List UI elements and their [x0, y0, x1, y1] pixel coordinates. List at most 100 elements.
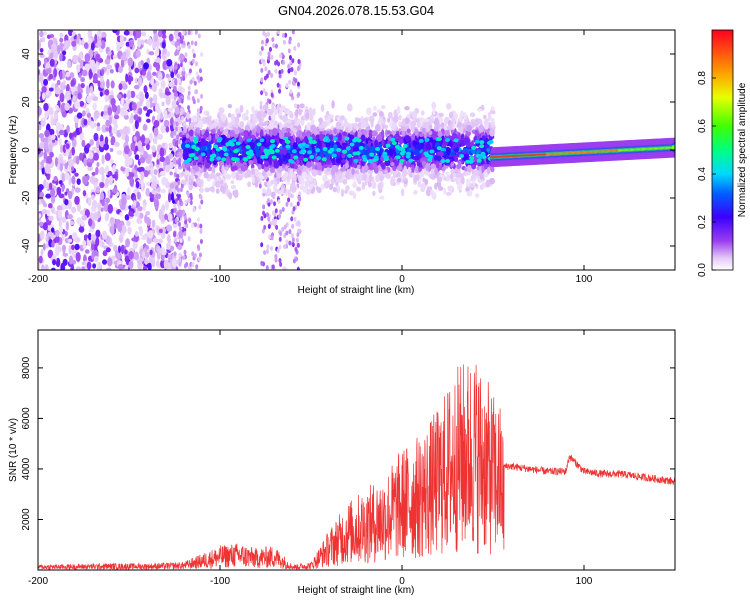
spectrogram-cell: [56, 186, 62, 196]
spectrogram-cell: [183, 231, 187, 237]
spectrogram-cell: [166, 58, 173, 67]
spectrogram-cell: [316, 156, 322, 161]
spectrogram-cell: [65, 221, 69, 231]
spectrogram-cell: [69, 72, 75, 78]
spectrogram-cell: [89, 59, 96, 70]
spectrogram-cell: [194, 147, 200, 152]
spectrogram-cell: [64, 198, 69, 206]
spectrogram-cell: [104, 136, 109, 146]
spectrogram-cell: [174, 167, 178, 173]
spectrogram-cell: [404, 106, 410, 111]
spectrogram-cell: [198, 204, 202, 210]
spectrogram-cell: [260, 154, 266, 159]
spectrogram-cell: [299, 103, 305, 109]
spectrogram-cell: [45, 243, 49, 249]
spectrogram-cell: [354, 170, 359, 175]
spectrogram-cell: [182, 210, 186, 216]
spectrogram-cell: [81, 266, 85, 270]
spectrogram-cell: [296, 118, 302, 125]
spectrogram-cell: [105, 247, 111, 253]
spectrogram-cell: [49, 128, 55, 136]
spectrogram-cell: [247, 181, 251, 188]
spectrogram-cell: [88, 218, 93, 227]
spectrogram-cell: [358, 171, 362, 179]
spectrogram-cell: [170, 112, 175, 119]
spectrogram-cell: [400, 188, 405, 197]
spectrogram-cell: [75, 155, 80, 165]
spectrogram-cell: [193, 80, 197, 86]
spectrogram-cell: [78, 72, 82, 78]
spectrogram-cell: [197, 256, 201, 262]
spectrogram-cell: [279, 261, 283, 267]
spectrogram-cell: [108, 124, 112, 135]
spectrogram-cell: [136, 191, 141, 200]
spectrogram-cell: [303, 157, 309, 162]
spectrogram-cell: [176, 259, 180, 265]
spectrogram-cell: [252, 176, 256, 184]
spectrogram-cell: [339, 115, 345, 121]
spectrogram-cell: [267, 223, 271, 229]
spectrogram-cell: [342, 134, 347, 142]
spectrogram-cell: [325, 142, 331, 148]
spectrogram-cell: [220, 184, 225, 193]
spectrogram-cell: [138, 226, 143, 231]
spectrogram-cell: [332, 136, 338, 141]
spectrogram-cell: [120, 97, 125, 106]
spectrogram-cell: [256, 111, 263, 119]
spectrogram-cell: [326, 167, 331, 172]
spectrogram-cell: [266, 244, 270, 250]
spectrogram-cell: [329, 147, 335, 152]
spectrogram-cell: [74, 195, 80, 205]
spectrogram-cell: [411, 126, 415, 133]
spectrogram-cell: [229, 130, 235, 137]
spectrogram-cell: [68, 132, 73, 140]
spectrogram-cell: [390, 137, 396, 142]
spectrogram-cell: [343, 121, 349, 128]
spectrogram-cell: [298, 144, 304, 149]
spectrogram-cell: [455, 169, 459, 173]
spectrogram-cell: [186, 191, 190, 197]
spectrogram-cell: [197, 223, 201, 229]
spectrogram-cell: [193, 139, 199, 144]
spectrogram-cell: [424, 117, 430, 123]
spectrogram-cell: [177, 180, 181, 186]
spectrogram-cell: [263, 250, 267, 256]
spectrogram-cell: [432, 107, 436, 116]
spectrogram-cell: [281, 128, 287, 134]
spectrogram-cell: [59, 53, 63, 62]
spectrogram-cell: [79, 100, 85, 107]
spectrogram-cell: [120, 107, 125, 117]
spectrogram-cell: [316, 187, 322, 194]
spectrogram-cell: [138, 61, 142, 69]
spectrogram-cell: [161, 101, 165, 107]
spectrogram-cell: [400, 120, 406, 127]
spectrogram-cell: [76, 64, 81, 73]
spectrogram-cell: [357, 130, 362, 139]
spectrogram-cell: [74, 100, 81, 110]
spectrogram-cell: [127, 57, 134, 67]
spectrogram-cell: [227, 103, 233, 109]
spectrogram-cell: [233, 189, 239, 198]
spectrogram-cell: [344, 118, 348, 123]
spectrogram-cell: [375, 146, 381, 151]
spectrogram-cell: [385, 143, 391, 148]
spectrogram-cell: [476, 108, 483, 112]
spectrogram-cell: [40, 230, 45, 241]
spectrogram-cell: [56, 79, 61, 86]
spectrogram-cell: [153, 198, 160, 209]
spectrogram-cell: [50, 115, 54, 123]
spectrogram-cell: [199, 238, 203, 244]
spectrogram-cell: [44, 109, 49, 119]
spectrogram-cell: [71, 31, 76, 37]
spectrogram-cell: [398, 162, 404, 166]
spectrogram-cell: [473, 169, 480, 176]
spectrogram-cell: [400, 147, 406, 152]
spectrogram-cell: [362, 129, 367, 135]
spectrogram-cell: [407, 166, 411, 175]
spectrogram-cell: [92, 102, 97, 111]
spectrogram-cell: [288, 240, 292, 246]
spectrogram-cell: [192, 99, 196, 105]
spectrogram-cell: [394, 144, 400, 149]
spectrogram-cell: [311, 148, 316, 154]
spectrogram-cell: [128, 251, 134, 260]
